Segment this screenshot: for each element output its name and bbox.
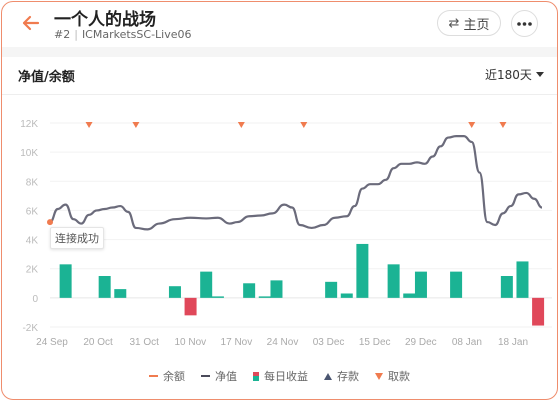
daily-profit-bar (450, 271, 463, 298)
header: 一个人的战场 #2 | ICMarketsSC-Live06 ⇄ 主页 (2, 2, 557, 46)
daily-profit-bar (500, 276, 513, 298)
legend-label-withdraw: 取款 (388, 370, 410, 383)
more-menu-button[interactable] (511, 10, 538, 37)
x-tick-label: 17 Nov (221, 337, 253, 348)
withdraw-marker (499, 122, 507, 128)
daily-profit-bar (403, 293, 416, 298)
legend-item-equity[interactable]: 净值 (201, 368, 237, 384)
daily-profit-swatch (253, 371, 259, 381)
x-tick-label: 15 Dec (359, 337, 391, 348)
daily-profit-bar (414, 271, 427, 298)
daily-profit-bar (270, 280, 283, 298)
range-dropdown-label: 近180天 (485, 68, 532, 82)
withdraw-marker (300, 122, 308, 128)
legend-item-balance[interactable]: 余额 (149, 368, 185, 384)
legend-label-daily-profit: 每日收益 (264, 370, 308, 383)
legend-label-equity: 净值 (215, 370, 237, 383)
daily-profit-bar (532, 297, 545, 326)
home-button-label: 主页 (463, 17, 490, 33)
back-arrow-icon[interactable] (20, 12, 42, 34)
caret-down-icon (535, 71, 544, 77)
equity-swatch (201, 375, 210, 377)
x-tick-label: 03 Dec (313, 337, 345, 348)
x-tick-label: 18 Jan (498, 337, 528, 348)
daily-profit-bar (98, 276, 111, 298)
home-button[interactable]: ⇄ 主页 (437, 10, 501, 36)
y-tick-label: 12K (20, 119, 38, 130)
withdraw-marker (468, 122, 476, 128)
section-title: 净值/余额 (18, 70, 75, 85)
x-tick-label: 24 Nov (267, 337, 299, 348)
y-tick-label: 6K (26, 206, 39, 217)
x-tick-label: 31 Oct (129, 337, 159, 348)
equity-balance-chart: 12K 10K 8K 6K 4K 2K 0 -2K 24 Sep 20 Oct 31 Oct 10 N… (20, 119, 552, 348)
daily-profit-bar (211, 296, 224, 298)
daily-profit-bar (59, 264, 72, 298)
withdraw-marker (237, 122, 245, 128)
y-tick-label: 10K (20, 148, 38, 159)
rank-label: #2 (54, 28, 71, 41)
daily-profit-bar (243, 283, 256, 298)
daily-profit-bar (258, 296, 271, 298)
daily-profit-bar (356, 243, 369, 298)
status-tooltip: 连接成功 (50, 227, 104, 249)
x-tick-label: 29 Dec (405, 337, 437, 348)
balance-swatch (149, 375, 158, 377)
legend-label-deposit: 存款 (337, 370, 359, 383)
y-tick-label: 2K (26, 265, 39, 276)
legend-item-deposit[interactable]: 存款 (324, 368, 359, 384)
legend-item-withdraw[interactable]: 取款 (375, 368, 410, 384)
daily-profit-bar (516, 261, 529, 298)
y-tick-label: 4K (26, 236, 39, 247)
x-tick-label: 24 Sep (36, 337, 68, 348)
deposit-triangle-icon (324, 372, 332, 380)
legend-label-balance: 余额 (163, 370, 185, 383)
swap-icon: ⇄ (448, 15, 460, 31)
page-title: 一个人的战场 (54, 10, 156, 30)
range-dropdown[interactable]: 近180天 (485, 66, 544, 83)
balance-point (47, 219, 53, 226)
account-subtitle: #2 | ICMarketsSC-Live06 (54, 28, 192, 41)
daily-profit-bar (200, 271, 213, 298)
chart-legend: 余额 净值 每日收益 存款 取款 (2, 368, 557, 384)
daily-profit-bar (168, 286, 181, 298)
y-tick-label: -2K (22, 323, 38, 334)
daily-profit-bar (184, 297, 197, 316)
y-tick-label: 0 (32, 294, 38, 305)
daily-profit-bar (340, 293, 353, 298)
legend-item-daily-profit[interactable]: 每日收益 (253, 368, 308, 384)
y-tick-label: 8K (26, 177, 39, 188)
header-rule (2, 94, 557, 95)
section-divider (2, 47, 557, 57)
x-tick-label: 10 Nov (174, 337, 206, 348)
daily-profit-bar (114, 289, 127, 298)
withdraw-triangle-icon (375, 372, 383, 380)
server-label: ICMarketsSC-Live06 (81, 28, 192, 41)
x-tick-label: 20 Oct (83, 337, 113, 348)
ellipsis-icon (517, 21, 532, 26)
withdraw-marker (85, 122, 93, 128)
daily-profit-bar (387, 264, 400, 298)
x-tick-label: 08 Jan (452, 337, 482, 348)
daily-profit-bar (325, 281, 338, 298)
equity-line (49, 135, 543, 231)
withdraw-marker (132, 122, 140, 128)
